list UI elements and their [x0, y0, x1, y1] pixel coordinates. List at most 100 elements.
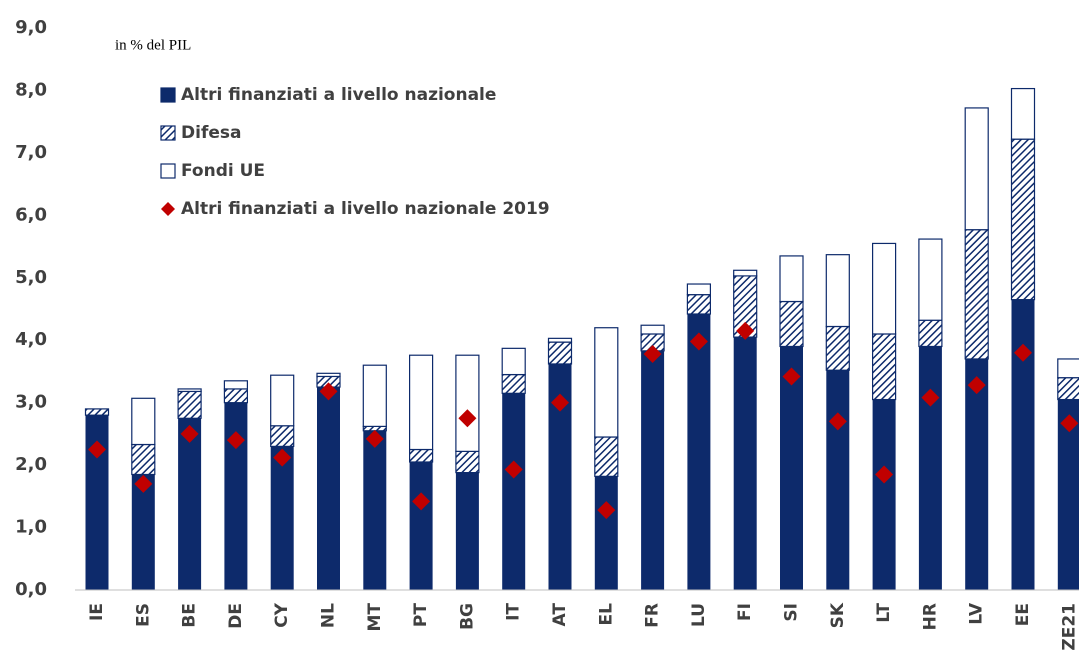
bar-segment — [270, 446, 294, 590]
annotation: in % del PIL — [115, 37, 191, 53]
bar-segment — [594, 436, 619, 477]
x-tick-label: SI — [782, 603, 802, 622]
y-tick-label: 8,0 — [15, 79, 47, 100]
bar-segment — [686, 283, 712, 296]
marker — [88, 440, 106, 459]
bar-segment — [455, 450, 480, 474]
bar-segment — [687, 313, 711, 590]
bar-segment — [872, 399, 896, 590]
bar-segment — [1057, 377, 1079, 401]
bar-segment — [1011, 299, 1035, 590]
bar-segment — [1057, 358, 1079, 379]
marker — [967, 376, 986, 395]
marker — [782, 367, 801, 386]
x-tick-label: FI — [735, 603, 755, 621]
marker — [504, 460, 523, 479]
bar-segment — [317, 387, 340, 590]
bar-segment — [1010, 87, 1036, 140]
x-tick-label: AT — [550, 603, 570, 627]
y-tick-label: 5,0 — [15, 267, 47, 288]
bar-segment — [316, 372, 341, 378]
bar-segment — [918, 319, 943, 348]
bar-segment — [409, 461, 433, 590]
x-tick-label: NL — [319, 603, 339, 628]
bar-segment — [84, 408, 110, 416]
bar-segment — [131, 443, 156, 476]
marker — [551, 393, 569, 412]
marker — [875, 465, 894, 484]
bar-segment — [223, 388, 248, 404]
bar-segment — [501, 373, 526, 394]
x-tick-label: EE — [1013, 603, 1033, 626]
bar-segment — [780, 346, 803, 590]
bar-segment — [1057, 399, 1079, 590]
bar-segment — [409, 448, 434, 463]
marker — [736, 321, 755, 340]
bar-segment — [270, 374, 295, 427]
bar-segment — [455, 472, 479, 590]
marker — [226, 431, 245, 450]
bar-segment — [825, 254, 850, 328]
bar-segment — [177, 390, 202, 419]
legend-label: Difesa — [181, 123, 241, 143]
bar-segment — [594, 476, 618, 590]
x-tick-label: DE — [226, 603, 246, 629]
marker — [365, 429, 384, 448]
x-tick-label: EL — [596, 603, 616, 626]
y-tick-label: 1,0 — [15, 517, 47, 538]
marker — [1060, 414, 1079, 433]
y-tick-label: 3,0 — [15, 392, 47, 413]
bar-segment — [918, 346, 942, 590]
bar-segment — [177, 388, 202, 393]
x-tick-label: MT — [365, 603, 385, 632]
x-tick-label: ZE21 — [1059, 603, 1079, 651]
marker — [273, 448, 292, 467]
y-tick-label: 0,0 — [15, 579, 47, 600]
bar-segment — [733, 337, 757, 590]
bar-segment — [501, 347, 526, 376]
bar-segment — [131, 397, 156, 446]
marker — [689, 332, 708, 351]
x-tick-label: ES — [133, 603, 153, 627]
y-tick-label: 6,0 — [15, 204, 47, 225]
bar-segment — [965, 358, 989, 590]
bar-segment — [362, 364, 387, 427]
marker — [180, 424, 199, 443]
legend-marker — [160, 87, 176, 103]
x-tick-label: LV — [967, 602, 987, 624]
bar-segment — [548, 363, 572, 590]
bar-segment — [594, 327, 619, 438]
marker — [134, 474, 153, 493]
bar-segment — [733, 269, 758, 277]
x-tick-label: PT — [411, 603, 431, 627]
bar-segment — [1010, 138, 1036, 301]
legend-marker — [160, 163, 176, 179]
marker — [597, 501, 616, 520]
bar-segment — [825, 325, 850, 371]
marker — [643, 344, 662, 363]
bar-segment — [641, 350, 665, 590]
marker — [458, 409, 477, 428]
bar-segment — [502, 393, 526, 590]
legend-marker — [161, 202, 175, 216]
bar-segment — [964, 107, 989, 231]
x-tick-label: FR — [643, 603, 663, 628]
legend-label: Altri finanziati a livello nazionale 201… — [181, 199, 550, 219]
x-tick-label: CY — [272, 602, 292, 627]
marker — [828, 412, 847, 431]
bar-segment — [223, 380, 248, 390]
bar-segment — [964, 229, 989, 360]
bar-segment — [918, 238, 943, 321]
bar-segment — [270, 425, 295, 447]
y-tick-label: 9,0 — [15, 17, 47, 38]
x-tick-label: IE — [87, 603, 107, 621]
x-tick-label: LU — [689, 603, 709, 627]
bar-segment — [547, 341, 573, 365]
y-tick-label: 2,0 — [15, 454, 47, 475]
bar-segment — [686, 294, 712, 315]
marker — [1014, 343, 1032, 362]
bar-segment — [409, 354, 434, 451]
y-tick-label: 4,0 — [15, 329, 47, 350]
